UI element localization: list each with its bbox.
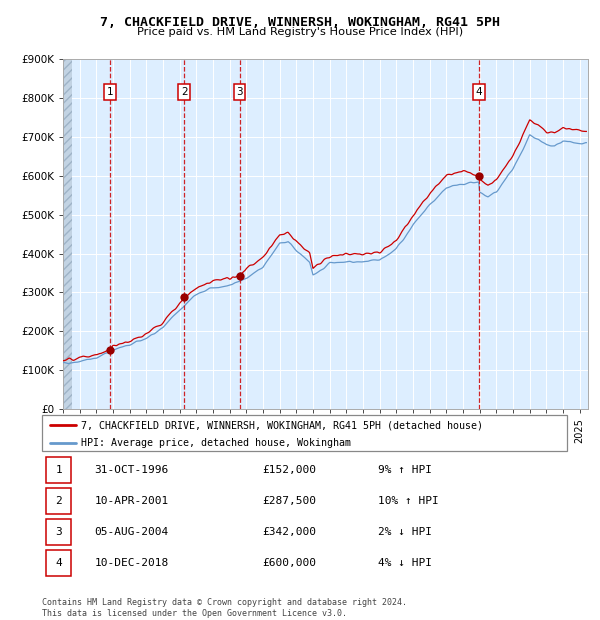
Text: 3: 3 xyxy=(55,527,62,537)
FancyBboxPatch shape xyxy=(46,519,71,545)
Text: 4: 4 xyxy=(475,87,482,97)
Text: Contains HM Land Registry data © Crown copyright and database right 2024.
This d: Contains HM Land Registry data © Crown c… xyxy=(42,598,407,618)
Text: 1: 1 xyxy=(107,87,113,97)
Text: 05-AUG-2004: 05-AUG-2004 xyxy=(95,527,169,537)
Text: 1: 1 xyxy=(55,465,62,475)
FancyBboxPatch shape xyxy=(42,415,567,451)
Text: 10% ↑ HPI: 10% ↑ HPI xyxy=(378,496,439,506)
FancyBboxPatch shape xyxy=(46,550,71,576)
FancyBboxPatch shape xyxy=(46,457,71,483)
Text: 4: 4 xyxy=(55,558,62,568)
Text: 7, CHACKFIELD DRIVE, WINNERSH, WOKINGHAM, RG41 5PH (detached house): 7, CHACKFIELD DRIVE, WINNERSH, WOKINGHAM… xyxy=(82,420,484,430)
Text: Price paid vs. HM Land Registry's House Price Index (HPI): Price paid vs. HM Land Registry's House … xyxy=(137,27,463,37)
Text: 4% ↓ HPI: 4% ↓ HPI xyxy=(378,558,432,568)
Text: 2: 2 xyxy=(181,87,187,97)
Text: £287,500: £287,500 xyxy=(263,496,317,506)
Text: 9% ↑ HPI: 9% ↑ HPI xyxy=(378,465,432,475)
Text: 31-OCT-1996: 31-OCT-1996 xyxy=(95,465,169,475)
Text: £342,000: £342,000 xyxy=(263,527,317,537)
Text: 2% ↓ HPI: 2% ↓ HPI xyxy=(378,527,432,537)
Bar xyxy=(63,59,72,409)
Text: 7, CHACKFIELD DRIVE, WINNERSH, WOKINGHAM, RG41 5PH: 7, CHACKFIELD DRIVE, WINNERSH, WOKINGHAM… xyxy=(100,16,500,29)
Text: HPI: Average price, detached house, Wokingham: HPI: Average price, detached house, Woki… xyxy=(82,438,352,448)
Text: 3: 3 xyxy=(236,87,243,97)
Text: £152,000: £152,000 xyxy=(263,465,317,475)
Text: 2: 2 xyxy=(55,496,62,506)
Text: 10-DEC-2018: 10-DEC-2018 xyxy=(95,558,169,568)
FancyBboxPatch shape xyxy=(46,488,71,514)
Text: 10-APR-2001: 10-APR-2001 xyxy=(95,496,169,506)
Text: £600,000: £600,000 xyxy=(263,558,317,568)
